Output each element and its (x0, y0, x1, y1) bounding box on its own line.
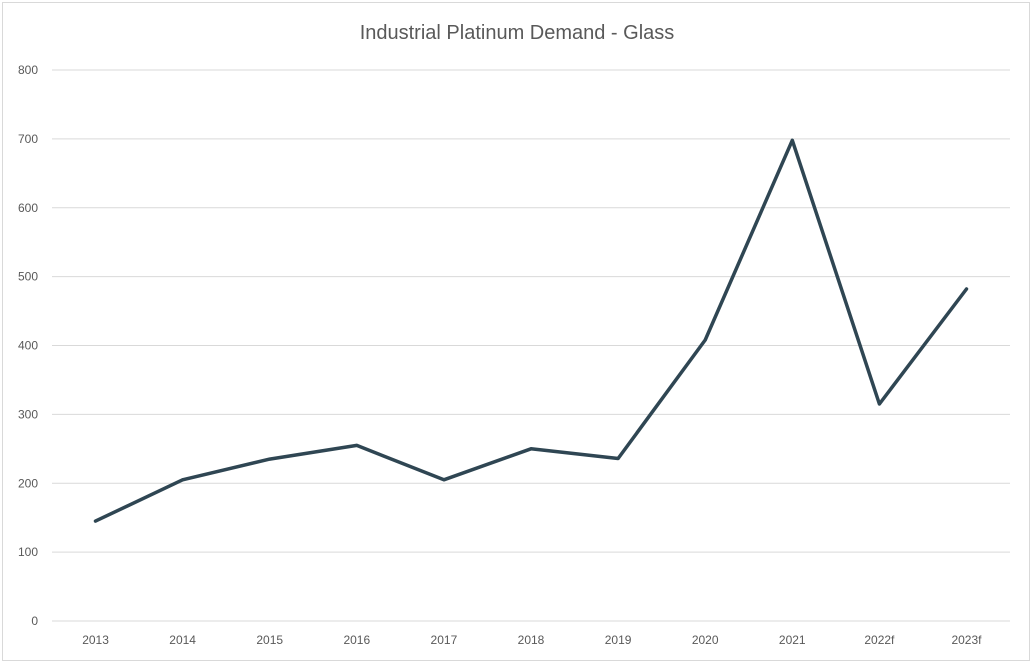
x-tick-label: 2015 (256, 633, 283, 647)
data-point-2013 (94, 519, 98, 523)
x-tick-label: 2020 (692, 633, 719, 647)
data-point-2022f (877, 402, 881, 406)
data-point-2023f (964, 287, 968, 291)
x-tick-label: 2017 (431, 633, 458, 647)
x-tick-label: 2019 (605, 633, 632, 647)
data-point-2020 (703, 338, 707, 342)
y-tick-label: 700 (18, 132, 38, 146)
x-tick-label: 2021 (779, 633, 806, 647)
data-point-2017 (442, 478, 446, 482)
y-tick-label: 300 (18, 407, 38, 421)
series-line (93, 138, 969, 523)
x-axis-ticks: 2013 2014 2015 2016 2017 2018 2019 2020 2021 2022… (82, 633, 982, 647)
data-point-2014 (181, 478, 185, 482)
chart-title: Industrial Platinum Demand - Glass (359, 22, 675, 44)
y-tick-label: 400 (18, 339, 38, 353)
y-tick-label: 500 (18, 270, 38, 284)
y-tick-label: 100 (18, 545, 38, 559)
data-point-2018 (529, 447, 533, 451)
y-tick-label: 800 (18, 63, 38, 77)
data-point-2016 (355, 443, 359, 447)
x-tick-label: 2014 (169, 633, 196, 647)
x-tick-label: 2023f (951, 633, 982, 647)
y-tick-label: 600 (18, 201, 38, 215)
data-point-2021 (790, 138, 794, 142)
data-point-2019 (616, 456, 620, 460)
data-point-2015 (268, 457, 272, 461)
x-tick-label: 2013 (82, 633, 109, 647)
y-tick-label: 0 (31, 614, 38, 628)
series-layer (93, 138, 969, 523)
y-axis-ticks: 0 100 200 300 400 500 600 700 800 (18, 63, 38, 628)
x-tick-label: 2022f (864, 633, 895, 647)
x-tick-label: 2016 (343, 633, 370, 647)
x-tick-label: 2018 (518, 633, 545, 647)
gridlines (52, 69, 1010, 622)
y-tick-label: 200 (18, 476, 38, 490)
